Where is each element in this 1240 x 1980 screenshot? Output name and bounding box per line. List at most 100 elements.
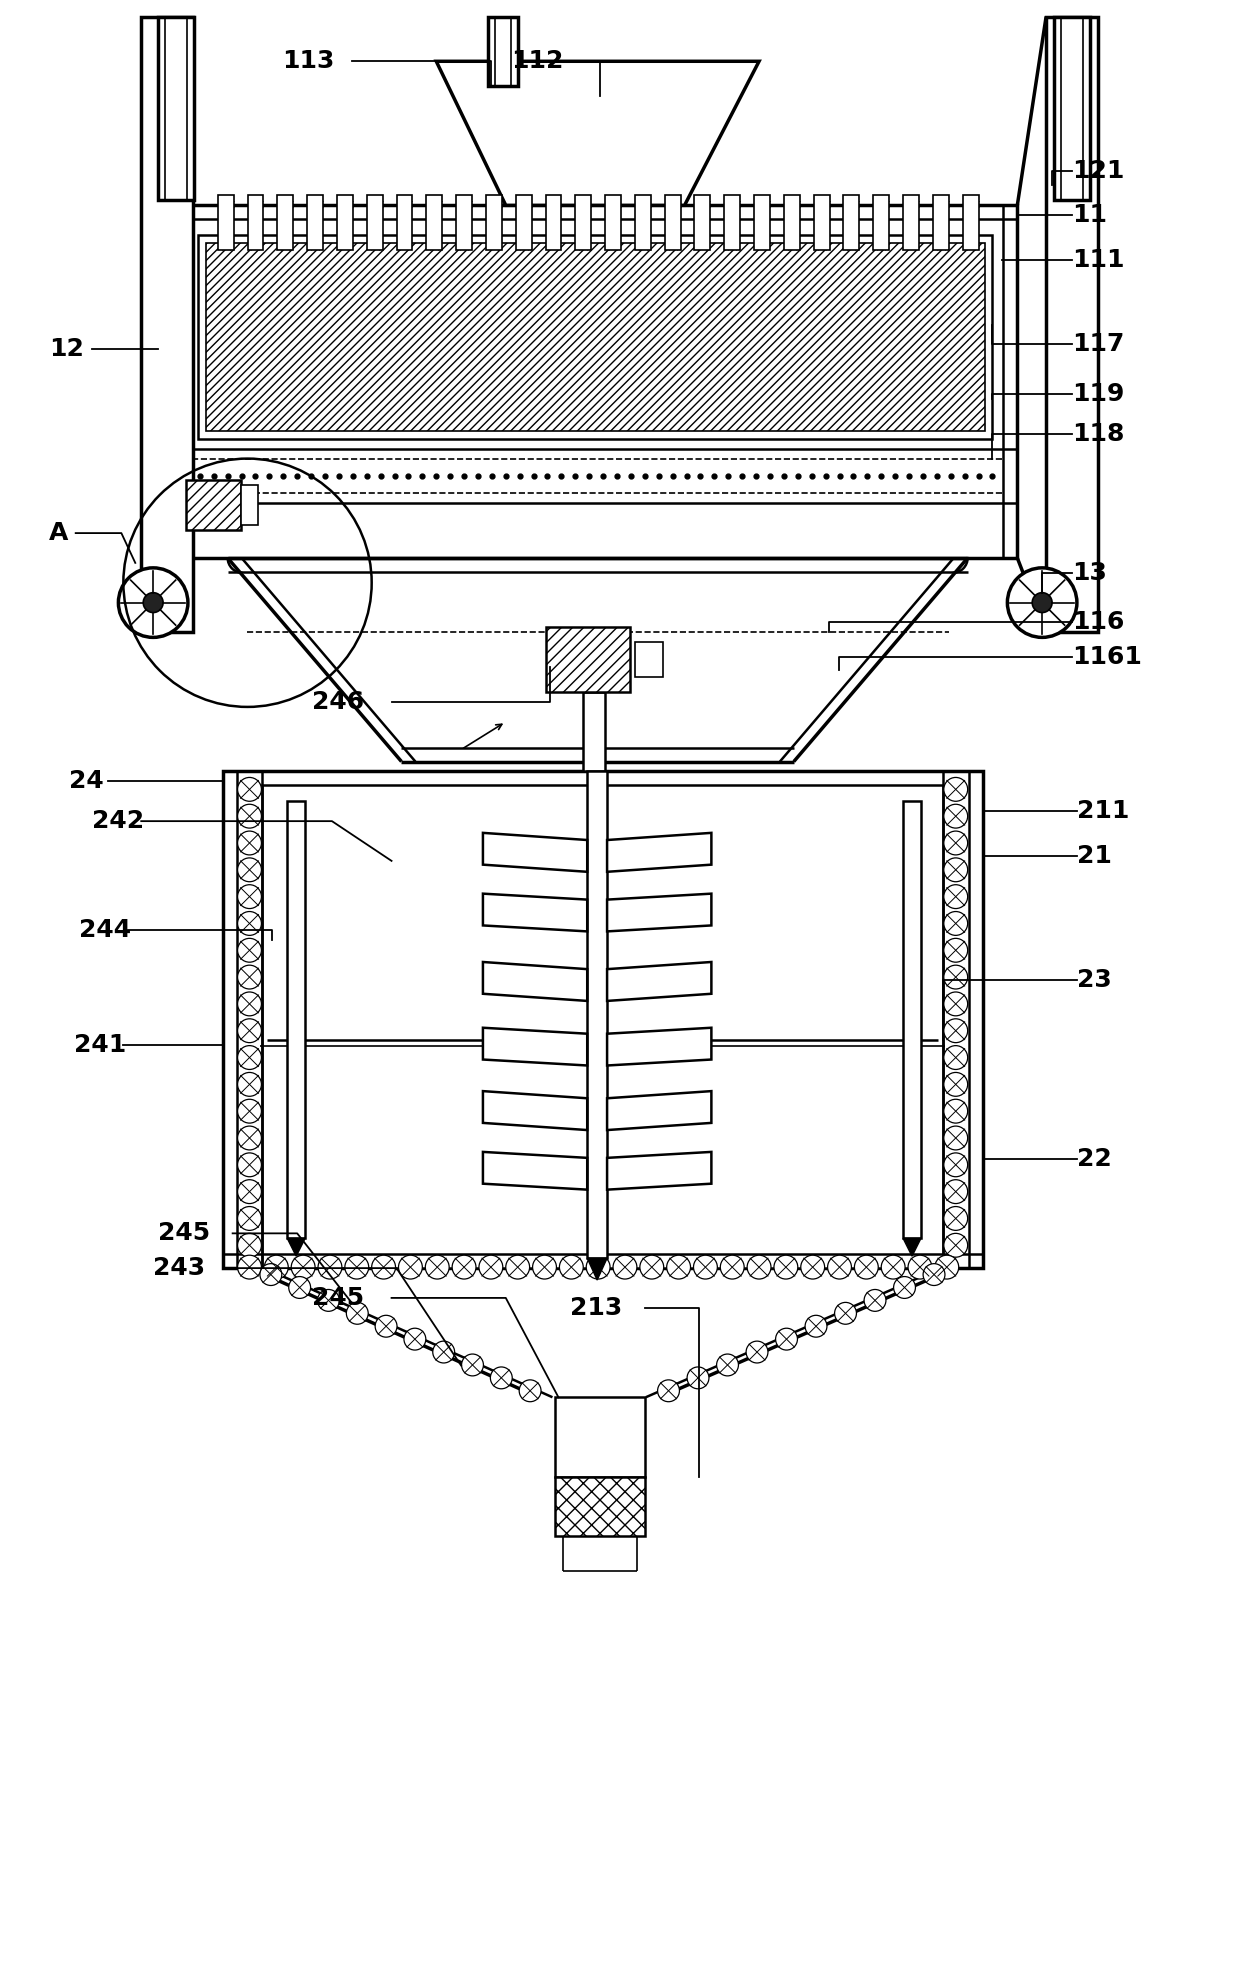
Bar	[456, 196, 472, 249]
Bar	[179, 206, 1017, 558]
Polygon shape	[608, 1091, 712, 1131]
Text: 245: 245	[159, 1222, 211, 1245]
Bar	[635, 642, 662, 677]
Bar	[635, 196, 651, 249]
Circle shape	[587, 1255, 610, 1279]
Text: A: A	[48, 521, 68, 544]
Bar	[962, 196, 978, 249]
Circle shape	[944, 1206, 967, 1230]
Circle shape	[376, 1315, 397, 1336]
Polygon shape	[482, 893, 588, 931]
Text: 21: 21	[1076, 843, 1112, 867]
Text: 243: 243	[154, 1255, 206, 1281]
Circle shape	[944, 1073, 967, 1097]
Circle shape	[854, 1255, 878, 1279]
Text: 112: 112	[511, 50, 563, 73]
Circle shape	[264, 1255, 288, 1279]
Circle shape	[238, 1206, 262, 1230]
Circle shape	[238, 1255, 262, 1279]
Text: 22: 22	[1076, 1146, 1111, 1170]
Text: 242: 242	[92, 810, 144, 834]
Bar	[486, 196, 502, 249]
Circle shape	[372, 1255, 396, 1279]
Bar	[288, 802, 305, 1238]
Circle shape	[260, 1263, 281, 1285]
Circle shape	[238, 804, 262, 828]
Text: 116: 116	[1071, 610, 1125, 634]
Bar	[159, 16, 193, 200]
Bar	[186, 481, 241, 531]
Circle shape	[238, 1073, 262, 1097]
Text: 241: 241	[73, 1034, 126, 1057]
Circle shape	[533, 1255, 557, 1279]
Circle shape	[882, 1255, 905, 1279]
Circle shape	[238, 939, 262, 962]
Circle shape	[657, 1380, 680, 1402]
Circle shape	[613, 1255, 637, 1279]
Circle shape	[908, 1255, 932, 1279]
Polygon shape	[482, 1091, 588, 1131]
Circle shape	[944, 778, 967, 802]
Bar	[754, 196, 770, 249]
Text: 119: 119	[1071, 382, 1125, 406]
Bar	[206, 244, 985, 432]
Circle shape	[238, 1045, 262, 1069]
Bar	[932, 196, 949, 249]
Bar	[784, 196, 800, 249]
Circle shape	[746, 1340, 768, 1362]
Polygon shape	[608, 834, 712, 871]
Circle shape	[398, 1255, 423, 1279]
Bar	[546, 196, 562, 249]
Text: 24: 24	[68, 770, 103, 794]
Bar	[397, 196, 413, 249]
Bar	[263, 786, 942, 1267]
Circle shape	[835, 1303, 857, 1325]
Circle shape	[720, 1255, 744, 1279]
Circle shape	[238, 1234, 262, 1257]
Bar	[308, 196, 322, 249]
Text: 12: 12	[48, 337, 84, 360]
Circle shape	[801, 1255, 825, 1279]
Circle shape	[490, 1366, 512, 1388]
Bar	[487, 16, 517, 85]
Polygon shape	[608, 1028, 712, 1065]
Polygon shape	[482, 1028, 588, 1065]
Bar	[141, 16, 193, 632]
Bar	[278, 196, 293, 249]
Circle shape	[923, 1263, 945, 1285]
Text: 211: 211	[1076, 800, 1130, 824]
Circle shape	[238, 964, 262, 988]
Bar	[1047, 16, 1097, 632]
Circle shape	[433, 1340, 455, 1362]
Bar	[903, 802, 921, 1238]
Bar	[218, 196, 233, 249]
Bar	[575, 196, 591, 249]
Polygon shape	[608, 893, 712, 931]
Circle shape	[238, 778, 262, 802]
Bar	[556, 1398, 645, 1477]
Circle shape	[944, 885, 967, 909]
Bar	[367, 196, 383, 249]
Circle shape	[894, 1277, 915, 1299]
Circle shape	[775, 1329, 797, 1350]
Circle shape	[425, 1255, 449, 1279]
Circle shape	[944, 1020, 967, 1043]
Circle shape	[559, 1255, 583, 1279]
Circle shape	[238, 911, 262, 935]
Circle shape	[944, 1045, 967, 1069]
Circle shape	[461, 1354, 484, 1376]
Circle shape	[238, 885, 262, 909]
Circle shape	[944, 1180, 967, 1204]
Circle shape	[944, 992, 967, 1016]
Bar	[605, 196, 621, 249]
Polygon shape	[436, 61, 759, 206]
Circle shape	[944, 1127, 967, 1150]
Polygon shape	[608, 962, 712, 1002]
Circle shape	[453, 1255, 476, 1279]
Circle shape	[944, 1099, 967, 1123]
Circle shape	[805, 1315, 827, 1336]
Bar	[556, 1477, 645, 1536]
Circle shape	[1032, 592, 1052, 612]
Bar	[665, 196, 681, 249]
Bar	[198, 236, 992, 440]
